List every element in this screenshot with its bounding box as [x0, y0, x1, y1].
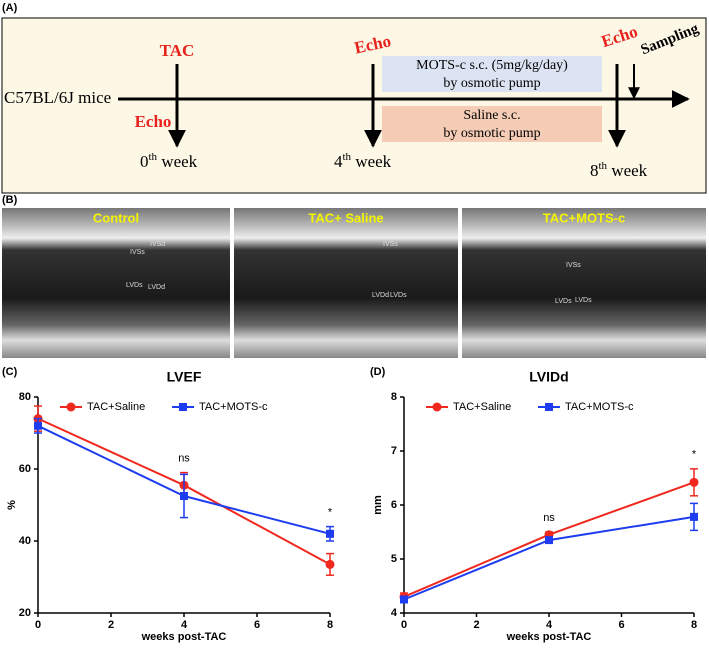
treatment-text: by osmotic pump [443, 76, 540, 91]
echo-annotation: LVDs [575, 297, 592, 304]
x-tick-label: 4 [546, 619, 553, 631]
point [180, 492, 188, 500]
chart-title: LVEF [167, 369, 202, 385]
echo-annotation: LVDd [148, 284, 165, 291]
control-text: by osmotic pump [443, 126, 540, 141]
panel-label: (B) [2, 194, 18, 206]
echo-title: TAC+ Saline [308, 210, 383, 225]
week-sup: th [599, 160, 608, 172]
week-label: 8th week [590, 160, 648, 180]
echo-annotation: LVDs [555, 298, 572, 305]
point [326, 529, 334, 538]
echo-annotation: IVSs [130, 249, 145, 256]
x-tick-label: 6 [618, 619, 624, 631]
y-tick-label: 7 [391, 445, 397, 457]
point [400, 595, 408, 604]
legend-marker [66, 402, 76, 412]
legend-label: TAC+Saline [453, 401, 511, 413]
week-num: 0 [140, 152, 149, 171]
series-line [403, 515, 695, 601]
x-axis-label: weeks post-TAC [141, 631, 227, 643]
point [545, 536, 553, 545]
echo-annotation: LVDs [390, 292, 407, 299]
chart-title: LVIDd [529, 369, 568, 385]
week-sup: th [343, 151, 352, 163]
x-tick-label: 4 [181, 619, 188, 631]
x-tick-label: 0 [35, 619, 41, 631]
echo-image [2, 208, 230, 358]
point [34, 421, 42, 430]
y-tick-label: 4 [391, 607, 398, 619]
point [325, 559, 335, 569]
x-tick-label: 2 [108, 619, 114, 631]
week-unit: week [607, 161, 648, 180]
legend-marker [545, 403, 553, 411]
tac-label: TAC [160, 41, 195, 60]
y-tick-label: 6 [391, 499, 397, 511]
panel-label: (D) [370, 366, 386, 378]
echo-title: TAC+MOTS-c [543, 210, 625, 225]
y-tick-label: 8 [391, 391, 397, 403]
week-unit: week [157, 152, 198, 171]
treatment-text: MOTS-c s.c. (5mg/kg/day) [416, 58, 568, 73]
x-tick-label: 6 [254, 619, 260, 631]
echo-annotation: LVDd [372, 292, 389, 299]
panel-label: (A) [2, 2, 18, 14]
x-tick-label: 2 [473, 619, 479, 631]
annotation: * [328, 507, 333, 519]
y-axis-label: % [6, 500, 18, 510]
y-tick-label: 5 [391, 553, 397, 565]
control-text: Saline s.c. [463, 108, 520, 123]
echo-annotation: IVSd [150, 241, 165, 248]
week-label: 4th week [334, 151, 392, 171]
strain: C57BL/6J mice [4, 88, 111, 107]
x-tick-label: 0 [401, 619, 407, 631]
timeline-box [1, 17, 707, 194]
legend-marker [432, 402, 442, 412]
y-tick-label: 80 [19, 391, 31, 403]
echo-label: Echo [135, 112, 172, 131]
point [689, 477, 699, 487]
echo-title: Control [93, 210, 139, 225]
legend-label: TAC+MOTS-c [565, 401, 634, 413]
echo-image [462, 208, 706, 358]
echo-annotation: IVSs [566, 262, 581, 269]
legend-label: TAC+MOTS-c [199, 401, 268, 413]
annotation: ns [543, 512, 555, 524]
y-tick-label: 20 [19, 607, 31, 619]
week-sup: th [149, 151, 158, 163]
week-unit: week [351, 152, 392, 171]
panel-label: (C) [2, 366, 18, 378]
x-tick-label: 8 [327, 619, 333, 631]
legend-label: TAC+Saline [87, 401, 145, 413]
echo-annotation: LVDs [126, 282, 143, 289]
echo-image [234, 208, 458, 358]
echo-annotation: IVSs [383, 241, 398, 248]
y-axis-label: mm [372, 495, 384, 515]
week-label: 0th week [140, 151, 198, 171]
legend-marker [179, 403, 187, 411]
x-axis-label: weeks post-TAC [506, 631, 592, 643]
control-box [382, 106, 602, 142]
treatment-box [382, 56, 602, 92]
annotation: * [692, 449, 697, 461]
x-tick-label: 8 [691, 619, 697, 631]
week-num: 4 [334, 152, 343, 171]
week-num: 8 [590, 161, 599, 180]
point [690, 512, 698, 521]
annotation: ns [178, 453, 190, 465]
y-tick-label: 60 [19, 463, 31, 475]
y-tick-label: 40 [19, 535, 31, 547]
